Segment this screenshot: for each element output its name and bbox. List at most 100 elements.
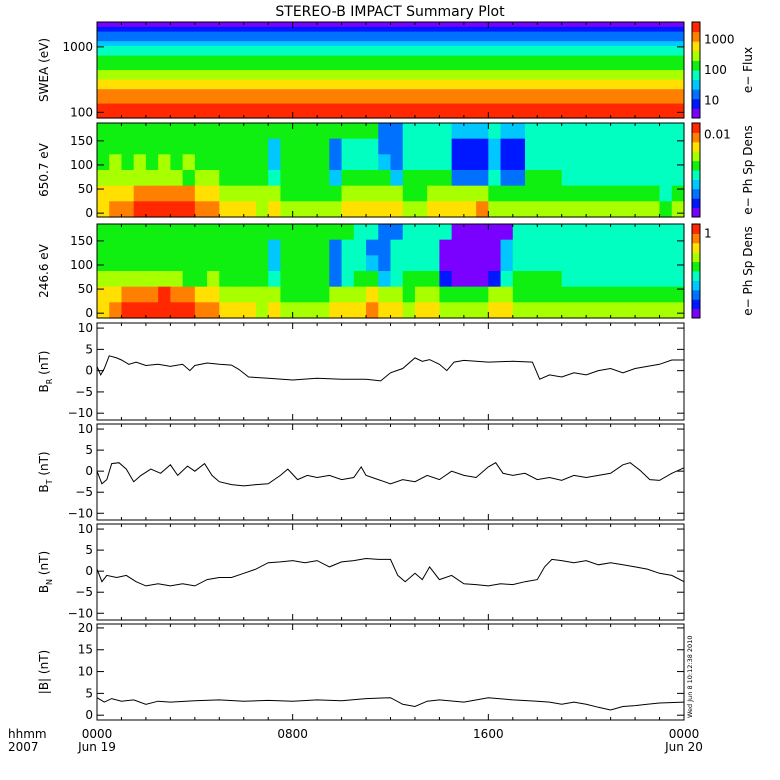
spectrogram-cell xyxy=(561,271,575,288)
spectrogram-cell xyxy=(635,138,648,155)
spectrogram-cell xyxy=(390,224,404,241)
spectrogram-cell xyxy=(500,271,514,288)
spectrogram-cell xyxy=(182,239,196,256)
spectrogram-cell xyxy=(586,224,599,241)
spectrogram-cell xyxy=(451,224,465,241)
spectrogram-cell xyxy=(647,271,661,288)
spectrogram-cell xyxy=(451,185,465,202)
colorbar-segment xyxy=(692,170,700,180)
colorbar-segment xyxy=(692,299,700,310)
spectrogram-cell xyxy=(488,271,502,288)
y-tick-label: 150 xyxy=(70,234,93,248)
y-axis-label: SWEA (eV) xyxy=(37,38,51,102)
spectrogram-cell xyxy=(610,224,624,241)
spectrogram-cell xyxy=(659,302,673,319)
spectrogram-cell xyxy=(182,302,196,319)
spectrogram-cell xyxy=(292,185,306,202)
spectrogram-cell xyxy=(182,185,196,202)
y-tick-label: 50 xyxy=(78,182,93,196)
spectrogram-cell xyxy=(598,224,612,241)
spectrogram-cell xyxy=(133,224,147,241)
spectrogram-cell xyxy=(97,108,684,114)
spectrogram-cell xyxy=(329,255,343,272)
spectrogram-cell xyxy=(549,138,563,155)
spectrogram-cell xyxy=(304,286,318,303)
y-tick-label: −5 xyxy=(75,485,93,499)
spectrogram-cell xyxy=(353,224,367,241)
spectrogram-cell xyxy=(635,123,648,140)
spectrogram-cell xyxy=(97,185,110,202)
spectrogram-cell xyxy=(488,138,502,155)
spectrogram-cell xyxy=(121,138,135,155)
spectrogram-cell xyxy=(476,154,489,171)
spectrogram-cell xyxy=(525,302,538,319)
spectrogram-cell xyxy=(573,271,587,288)
spectrogram-cell xyxy=(402,271,416,288)
colorbar-segment xyxy=(692,207,700,218)
spectrogram-cell xyxy=(402,255,416,272)
spectrogram-cell xyxy=(145,302,159,319)
spectrogram-cell xyxy=(231,154,245,171)
spectrogram-cell xyxy=(341,302,355,319)
timestamp: Wed Jun 8 10:12:38 2010 xyxy=(686,636,694,718)
spectrogram-cell xyxy=(97,55,684,61)
spectrogram-cell xyxy=(439,286,453,303)
panel-br: −10 −5 0 5 10 BR (nT) xyxy=(37,321,685,421)
spectrogram-cell xyxy=(671,123,685,140)
spectrogram-cell xyxy=(402,138,416,155)
spectrogram-cell xyxy=(170,286,184,303)
spectrogram-cell xyxy=(109,286,123,303)
colorbar-segment xyxy=(692,188,700,199)
spectrogram-cell xyxy=(353,255,367,272)
spectrogram-cell xyxy=(231,123,245,140)
spectrogram-cell xyxy=(427,239,441,256)
spectrogram-cell xyxy=(341,123,355,140)
colorbar-label: e− Flux xyxy=(741,47,755,93)
spectrogram-cell xyxy=(622,138,636,155)
spectrogram-cell xyxy=(219,239,233,256)
spectrogram-cell xyxy=(182,123,196,140)
spectrogram-cell xyxy=(317,123,330,140)
spectrogram-cell xyxy=(170,123,184,140)
spectrogram-cell xyxy=(121,201,135,218)
spectrogram-cell xyxy=(378,185,392,202)
spectrogram-cell xyxy=(268,239,282,256)
panel-bmag: 0 5 10 15 20 |B| (nT) xyxy=(37,621,685,722)
spectrogram-cell xyxy=(207,286,220,303)
spectrogram-cell xyxy=(219,154,233,171)
spectrogram-cell xyxy=(97,26,684,33)
spectrogram-cell xyxy=(573,239,587,256)
spectrogram-cell xyxy=(170,255,184,272)
spectrogram-cell xyxy=(414,255,428,272)
spectrogram-cell xyxy=(194,271,208,288)
spectrogram-cell xyxy=(353,138,367,155)
spectrogram-cell xyxy=(243,170,257,187)
spectrogram-cell xyxy=(109,170,123,187)
spectrogram-cell xyxy=(97,255,110,272)
spectrogram-cell xyxy=(537,255,551,272)
spectrogram-cell xyxy=(671,271,685,288)
spectrogram-cell xyxy=(268,185,282,202)
spectrogram-cell xyxy=(317,286,330,303)
spectrogram-cell xyxy=(133,286,147,303)
colorbar-segment xyxy=(692,98,700,109)
spectrogram-cell xyxy=(451,302,465,319)
spectrogram-cell xyxy=(439,302,453,319)
y-tick-label: 0 xyxy=(85,206,93,220)
spectrogram-cell xyxy=(500,154,514,171)
spectrogram-cell xyxy=(378,271,392,288)
spectrogram-cell xyxy=(476,239,489,256)
spectrogram-cell xyxy=(170,302,184,319)
spectrogram-cell xyxy=(97,74,684,81)
colorbar-segment xyxy=(692,252,700,263)
spectrogram-cell xyxy=(268,154,282,171)
colorbar-segment xyxy=(692,50,700,61)
spectrogram-cell xyxy=(390,302,404,319)
spectrogram-cell xyxy=(170,170,184,187)
spectrogram-cell xyxy=(671,138,685,155)
spectrogram-cell xyxy=(353,185,367,202)
spectrogram-cell xyxy=(414,239,428,256)
spectrogram-cell xyxy=(476,123,489,140)
spectrogram-cell xyxy=(622,224,636,241)
